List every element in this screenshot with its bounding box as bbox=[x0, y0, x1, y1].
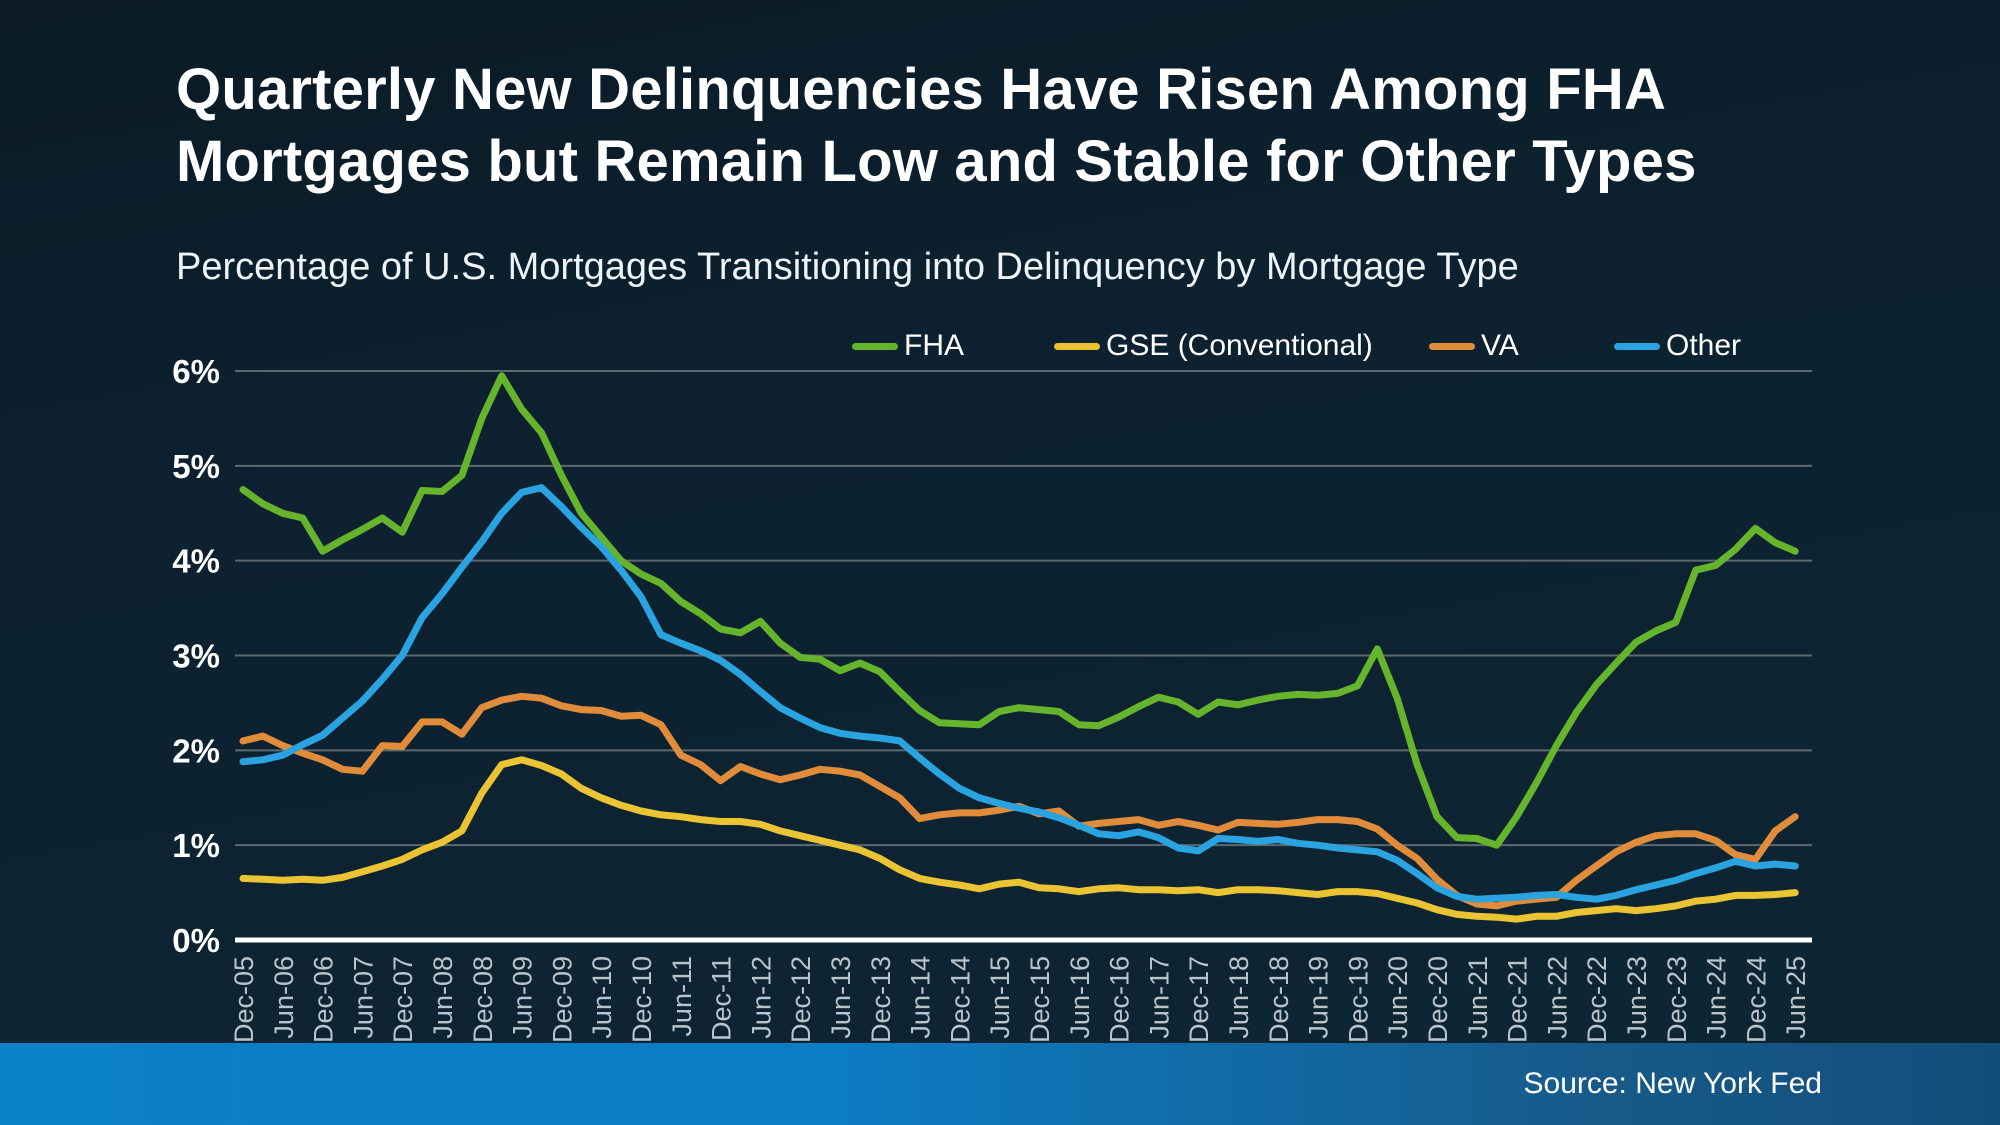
legend-label-gse-conventional: GSE (Conventional) bbox=[1106, 329, 1373, 362]
x-tick-label-dec-06: Dec-06 bbox=[309, 956, 339, 1043]
x-tick-label-jun-18: Jun-18 bbox=[1224, 956, 1254, 1039]
legend-label-va: VA bbox=[1481, 329, 1519, 362]
x-tick-label-dec-14: Dec-14 bbox=[945, 956, 975, 1043]
x-tick-label-dec-13: Dec-13 bbox=[866, 956, 896, 1043]
x-tick-label-dec-23: Dec-23 bbox=[1662, 956, 1692, 1043]
x-tick-label-jun-23: Jun-23 bbox=[1622, 956, 1652, 1039]
legend-swatch-gse-conventional bbox=[1054, 342, 1100, 350]
x-tick-label-dec-12: Dec-12 bbox=[786, 956, 816, 1043]
page-title-line2: Mortgages but Remain Low and Stable for … bbox=[176, 128, 1697, 194]
x-tick-label-dec-24: Dec-24 bbox=[1741, 956, 1771, 1043]
x-tick-label-jun-11: Jun-11 bbox=[667, 956, 697, 1037]
y-tick-label-4pct: 4% bbox=[172, 543, 220, 580]
legend-item-va: VA bbox=[1429, 329, 1519, 363]
x-tick-label-jun-21: Jun-21 bbox=[1463, 956, 1493, 1039]
x-tick-label-dec-09: Dec-09 bbox=[547, 956, 577, 1043]
x-tick-label-jun-17: Jun-17 bbox=[1144, 956, 1174, 1039]
x-tick-label-jun-20: Jun-20 bbox=[1383, 956, 1413, 1039]
x-tick-label-jun-14: Jun-14 bbox=[906, 956, 936, 1039]
y-tick-label-3pct: 3% bbox=[172, 638, 220, 675]
x-tick-label-jun-19: Jun-19 bbox=[1304, 956, 1334, 1039]
page-subtitle: Percentage of U.S. Mortgages Transitioni… bbox=[176, 246, 1519, 288]
x-tick-label-jun-16: Jun-16 bbox=[1065, 956, 1095, 1039]
x-tick-label-jun-08: Jun-08 bbox=[428, 956, 458, 1039]
page-title-line1: Quarterly New Delinquencies Have Risen A… bbox=[176, 57, 1667, 122]
y-tick-label-1pct: 1% bbox=[172, 827, 220, 864]
x-tick-label-jun-24: Jun-24 bbox=[1702, 956, 1732, 1039]
legend-label-fha: FHA bbox=[904, 329, 964, 362]
x-tick-label-jun-25: Jun-25 bbox=[1781, 956, 1811, 1039]
x-tick-label-dec-21: Dec-21 bbox=[1503, 956, 1533, 1043]
legend-swatch-fha bbox=[852, 342, 898, 350]
x-tick-label-dec-08: Dec-08 bbox=[468, 956, 498, 1043]
legend-swatch-other bbox=[1614, 342, 1660, 350]
series-line-fha bbox=[239, 372, 1799, 849]
x-tick-label-jun-09: Jun-09 bbox=[508, 956, 538, 1039]
x-tick-label-dec-19: Dec-19 bbox=[1343, 956, 1373, 1043]
x-tick-label-jun-13: Jun-13 bbox=[826, 956, 856, 1039]
y-tick-label-2pct: 2% bbox=[172, 732, 220, 769]
source-bar: Source: New York Fed bbox=[0, 1043, 2000, 1125]
x-tick-label-dec-05: Dec-05 bbox=[229, 956, 259, 1043]
x-tick-label-dec-11: Dec-11 bbox=[707, 956, 737, 1041]
x-tick-label-dec-17: Dec-17 bbox=[1184, 956, 1214, 1043]
x-tick-label-jun-10: Jun-10 bbox=[587, 956, 617, 1039]
legend-label-other: Other bbox=[1666, 329, 1742, 362]
source-label: Source: New York Fed bbox=[1523, 1067, 1823, 1100]
series-line-gse-conventional bbox=[239, 756, 1799, 923]
x-tick-label-jun-06: Jun-06 bbox=[269, 956, 299, 1039]
x-tick-label-dec-18: Dec-18 bbox=[1264, 956, 1294, 1043]
y-tick-label-6pct: 6% bbox=[172, 353, 220, 390]
x-tick-label-dec-20: Dec-20 bbox=[1423, 956, 1453, 1043]
x-tick-label-dec-07: Dec-07 bbox=[388, 956, 418, 1043]
x-tick-label-dec-10: Dec-10 bbox=[627, 956, 657, 1043]
x-tick-label-jun-12: Jun-12 bbox=[746, 956, 776, 1039]
y-tick-label-5pct: 5% bbox=[172, 448, 220, 485]
page-title: Quarterly New Delinquencies Have Risen A… bbox=[176, 54, 1836, 198]
x-tick-label-dec-22: Dec-22 bbox=[1582, 956, 1612, 1043]
x-tick-label-dec-15: Dec-15 bbox=[1025, 956, 1055, 1043]
y-tick-label-0pct: 0% bbox=[172, 922, 220, 959]
legend-swatch-va bbox=[1429, 342, 1475, 350]
legend-item-fha: FHA bbox=[852, 329, 964, 363]
legend-item-other: Other bbox=[1614, 329, 1741, 363]
x-tick-label-dec-16: Dec-16 bbox=[1105, 956, 1135, 1043]
series-line-other bbox=[239, 484, 1799, 903]
legend-item-gse-conventional: GSE (Conventional) bbox=[1054, 329, 1373, 363]
x-tick-label-jun-15: Jun-15 bbox=[985, 956, 1015, 1039]
x-tick-label-jun-07: Jun-07 bbox=[348, 956, 378, 1039]
x-tick-label-jun-22: Jun-22 bbox=[1542, 956, 1572, 1039]
